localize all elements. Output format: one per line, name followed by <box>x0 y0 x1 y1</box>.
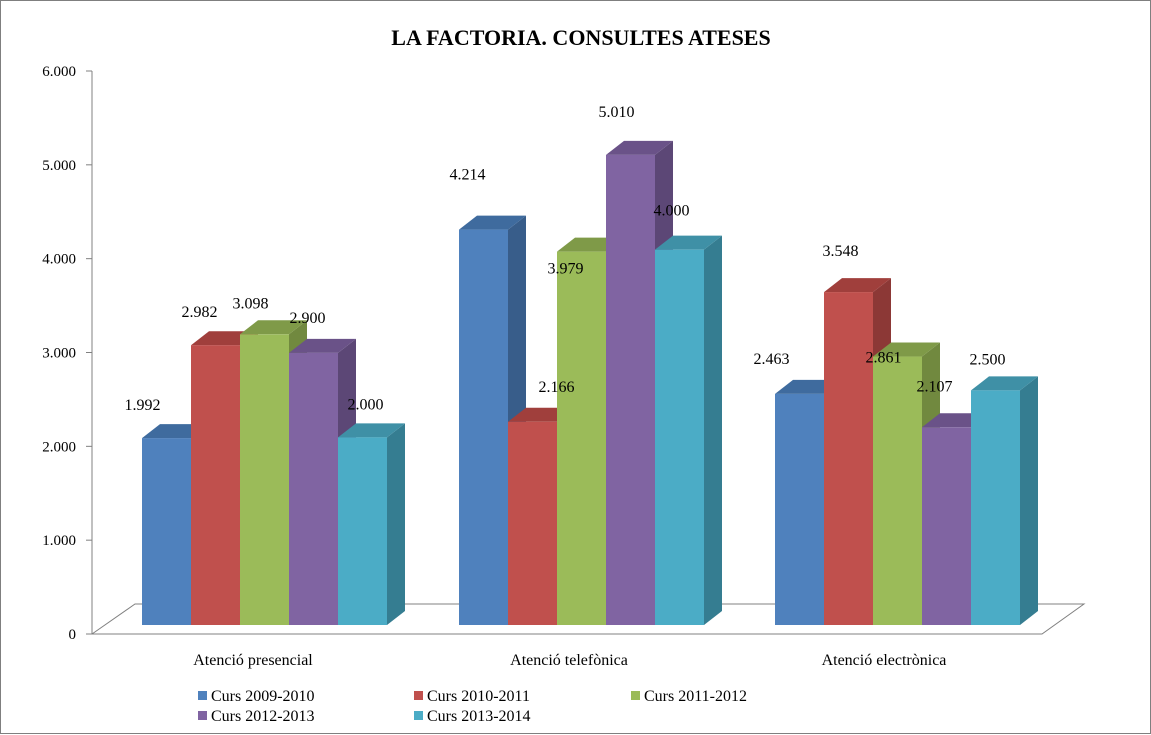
bar-front-face <box>508 421 557 625</box>
data-label: 3.548 <box>823 243 859 260</box>
bar-front-face <box>459 229 508 625</box>
y-tick-label: 1.000 <box>42 533 76 549</box>
bar-front-face <box>240 334 289 625</box>
bar-front-face <box>142 438 191 625</box>
bar-2-2 <box>873 342 940 625</box>
bar-0-4 <box>338 423 405 625</box>
bar-front-face <box>606 154 655 625</box>
bar-top-face <box>971 376 1038 391</box>
bar-side-face <box>1020 376 1038 625</box>
bar-front-face <box>557 251 606 626</box>
legend-swatch <box>198 711 207 720</box>
legend-label: Curs 2009-2010 <box>211 688 315 705</box>
category-label: Atenció presencial <box>193 652 313 669</box>
data-label: 4.214 <box>450 167 486 184</box>
bar-front-face <box>971 390 1020 625</box>
chart-title: LA FACTORIA. CONSULTES ATESES <box>391 25 770 50</box>
bar-front-face <box>824 292 873 625</box>
bar-side-face <box>704 235 722 625</box>
bar-top-face <box>338 423 405 438</box>
data-label: 2.000 <box>348 396 384 413</box>
legend-swatch <box>631 691 640 700</box>
y-axis: 0 1.000 2.000 3.000 4.000 5.000 6.000 <box>42 64 93 643</box>
bar-front-face <box>191 345 240 625</box>
y-tick-label: 4.000 <box>42 252 76 268</box>
bar-side-face <box>387 423 405 625</box>
data-label: 2.982 <box>182 304 218 321</box>
data-label: 2.861 <box>866 350 902 367</box>
bar-top-face <box>606 140 673 155</box>
legend: Curs 2009-2010 Curs 2010-2011 Curs 2011-20… <box>198 688 747 725</box>
data-label: 2.463 <box>754 351 790 368</box>
bar-front-face <box>338 437 387 625</box>
bar-top-face <box>655 235 722 250</box>
bar-1-4 <box>655 235 722 625</box>
bar-front-face <box>289 352 338 625</box>
data-label: 3.098 <box>233 295 269 312</box>
bar-front-face <box>775 393 824 625</box>
bar-top-face <box>824 278 891 293</box>
data-label: 2.166 <box>539 379 575 396</box>
y-tick-label: 6.000 <box>42 64 76 80</box>
legend-item: Curs 2011-2012 <box>631 688 747 705</box>
data-label: 2.500 <box>970 351 1006 368</box>
legend-swatch <box>198 691 207 700</box>
y-tick-label: 3.000 <box>42 346 76 362</box>
bar-front-face <box>655 249 704 625</box>
legend-label: Curs 2010-2011 <box>427 688 530 705</box>
legend-item: Curs 2010-2011 <box>414 688 530 705</box>
legend-swatch <box>414 711 423 720</box>
legend-label: Curs 2011-2012 <box>644 688 747 705</box>
bar-top-face <box>459 215 526 230</box>
bar-2-4 <box>971 376 1038 625</box>
y-tick-label: 2.000 <box>42 439 76 455</box>
legend-swatch <box>414 691 423 700</box>
legend-item: Curs 2009-2010 <box>198 688 315 705</box>
legend-label: Curs 2013-2014 <box>427 708 531 725</box>
bar-top-face <box>873 342 940 357</box>
bar-front-face <box>922 427 971 625</box>
x-axis-categories: Atenció presencial Atenció telefònica Aten… <box>193 652 946 669</box>
category-label: Atenció electrònica <box>822 652 947 669</box>
data-label: 4.000 <box>654 203 690 220</box>
bar-front-face <box>873 356 922 625</box>
bars <box>142 140 1038 626</box>
legend-item: Curs 2012-2013 <box>198 708 315 725</box>
data-label: 5.010 <box>599 104 635 121</box>
legend-label: Curs 2012-2013 <box>211 708 315 725</box>
y-tick-label: 5.000 <box>42 158 76 174</box>
bar-top-face <box>240 320 307 335</box>
data-label: 2.900 <box>290 310 326 327</box>
bar-top-face <box>289 338 356 353</box>
data-label: 2.107 <box>917 378 953 395</box>
category-label: Atenció telefònica <box>510 652 628 669</box>
data-labels: 1.992 2.982 3.098 2.900 2.000 4.214 2.166 3.979… <box>125 104 1006 414</box>
data-label: 3.979 <box>548 261 584 278</box>
legend-item: Curs 2013-2014 <box>414 708 531 725</box>
y-tick-label: 0 <box>69 627 77 643</box>
data-label: 1.992 <box>125 397 161 414</box>
